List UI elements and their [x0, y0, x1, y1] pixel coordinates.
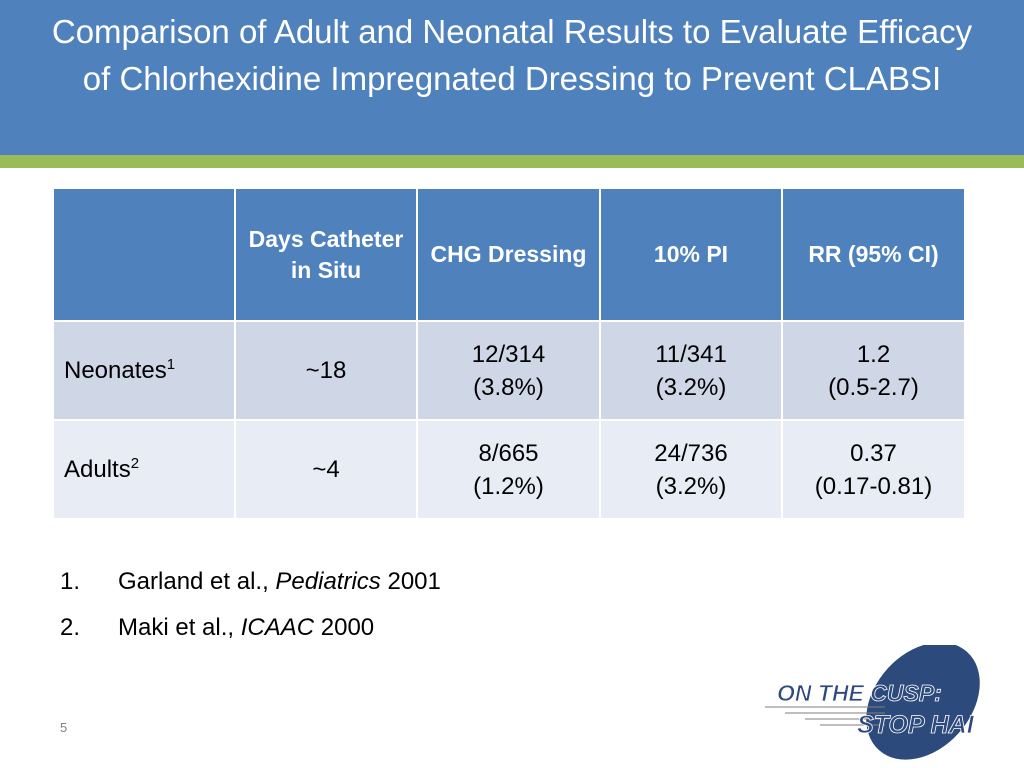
slide-title: Comparison of Adult and Neonatal Results…: [51, 13, 973, 97]
title-bar: [0, 0, 1024, 155]
reference-authors: Maki et al.,: [118, 614, 235, 641]
chg-percent: (1.2%): [473, 472, 544, 500]
reference-superscript: 1: [166, 356, 176, 373]
page-number: 5: [60, 720, 68, 735]
reference-journal: Pediatrics: [275, 568, 381, 595]
rr-cell: 0.37 (0.17-0.81): [781, 419, 966, 520]
table-row-adults: Adults2 ~4 8/665 (1.2%) 24/736 (3.2%) 0.37…: [52, 419, 966, 520]
rr-value: 0.37: [850, 439, 897, 467]
reference-year: 2000: [320, 614, 375, 641]
reference-list: 1. Garland et al., Pediatrics 2001 2. Maki…: [60, 564, 441, 656]
pi-cell: 24/736 (3.2%): [599, 419, 783, 520]
header-chg-dressing: CHG Dressing: [416, 187, 601, 322]
logo-line2: STOP HAI: [857, 711, 975, 739]
row-label: Neonates1: [52, 320, 236, 421]
rr-cell: 1.2 (0.5-2.7): [781, 320, 966, 421]
on-the-cusp-logo: ON THE CUSP: STOP HAI: [765, 645, 980, 760]
header-rr: RR (95% CI): [781, 187, 966, 322]
row-label-text: Adults: [64, 456, 131, 483]
table-row-neonates: Neonates1 ~18 12/314 (3.8%) 11/341 (3.2%) …: [52, 320, 966, 421]
reference-journal: ICAAC: [240, 614, 315, 641]
header-days-catheter: Days Catheter in Situ: [234, 187, 418, 322]
pi-count: 11/341: [655, 340, 727, 368]
reference-number: 1.: [60, 568, 81, 595]
reference-authors: Garland et al.,: [118, 568, 269, 595]
results-table: Days Catheter in Situ CHG Dressing 10% P…: [52, 187, 966, 520]
title-accent-stripe: [0, 155, 1024, 168]
reference-superscript: 2: [130, 455, 140, 472]
row-label: Adults2: [52, 419, 236, 520]
chg-percent: (3.8%): [473, 373, 544, 401]
reference-item: 1. Garland et al., Pediatrics 2001: [60, 564, 441, 610]
pi-cell: 11/341 (3.2%): [599, 320, 783, 421]
chg-count: 8/665: [478, 439, 539, 467]
reference-number: 2.: [60, 614, 81, 641]
days-cell: ~18: [234, 320, 418, 421]
days-cell: ~4: [234, 419, 418, 520]
rr-value: 1.2: [856, 340, 891, 368]
ci-value: (0.5-2.7): [828, 373, 919, 401]
chg-count: 12/314: [471, 340, 546, 368]
header-empty: [52, 187, 236, 322]
logo-line1: ON THE CUSP:: [777, 680, 942, 706]
chg-cell: 12/314 (3.8%): [416, 320, 601, 421]
reference-year: 2001: [387, 568, 441, 595]
pi-percent: (3.2%): [655, 472, 727, 500]
header-pi: 10% PI: [599, 187, 783, 322]
pi-percent: (3.2%): [655, 373, 727, 401]
chg-cell: 8/665 (1.2%): [416, 419, 601, 520]
reference-item: 2. Maki et al., ICAAC 2000: [60, 610, 441, 656]
ci-value: (0.17-0.81): [814, 472, 933, 500]
table-header-row: Days Catheter in Situ CHG Dressing 10% P…: [52, 187, 966, 322]
row-label-text: Neonates: [64, 357, 167, 384]
pi-count: 24/736: [654, 439, 728, 467]
